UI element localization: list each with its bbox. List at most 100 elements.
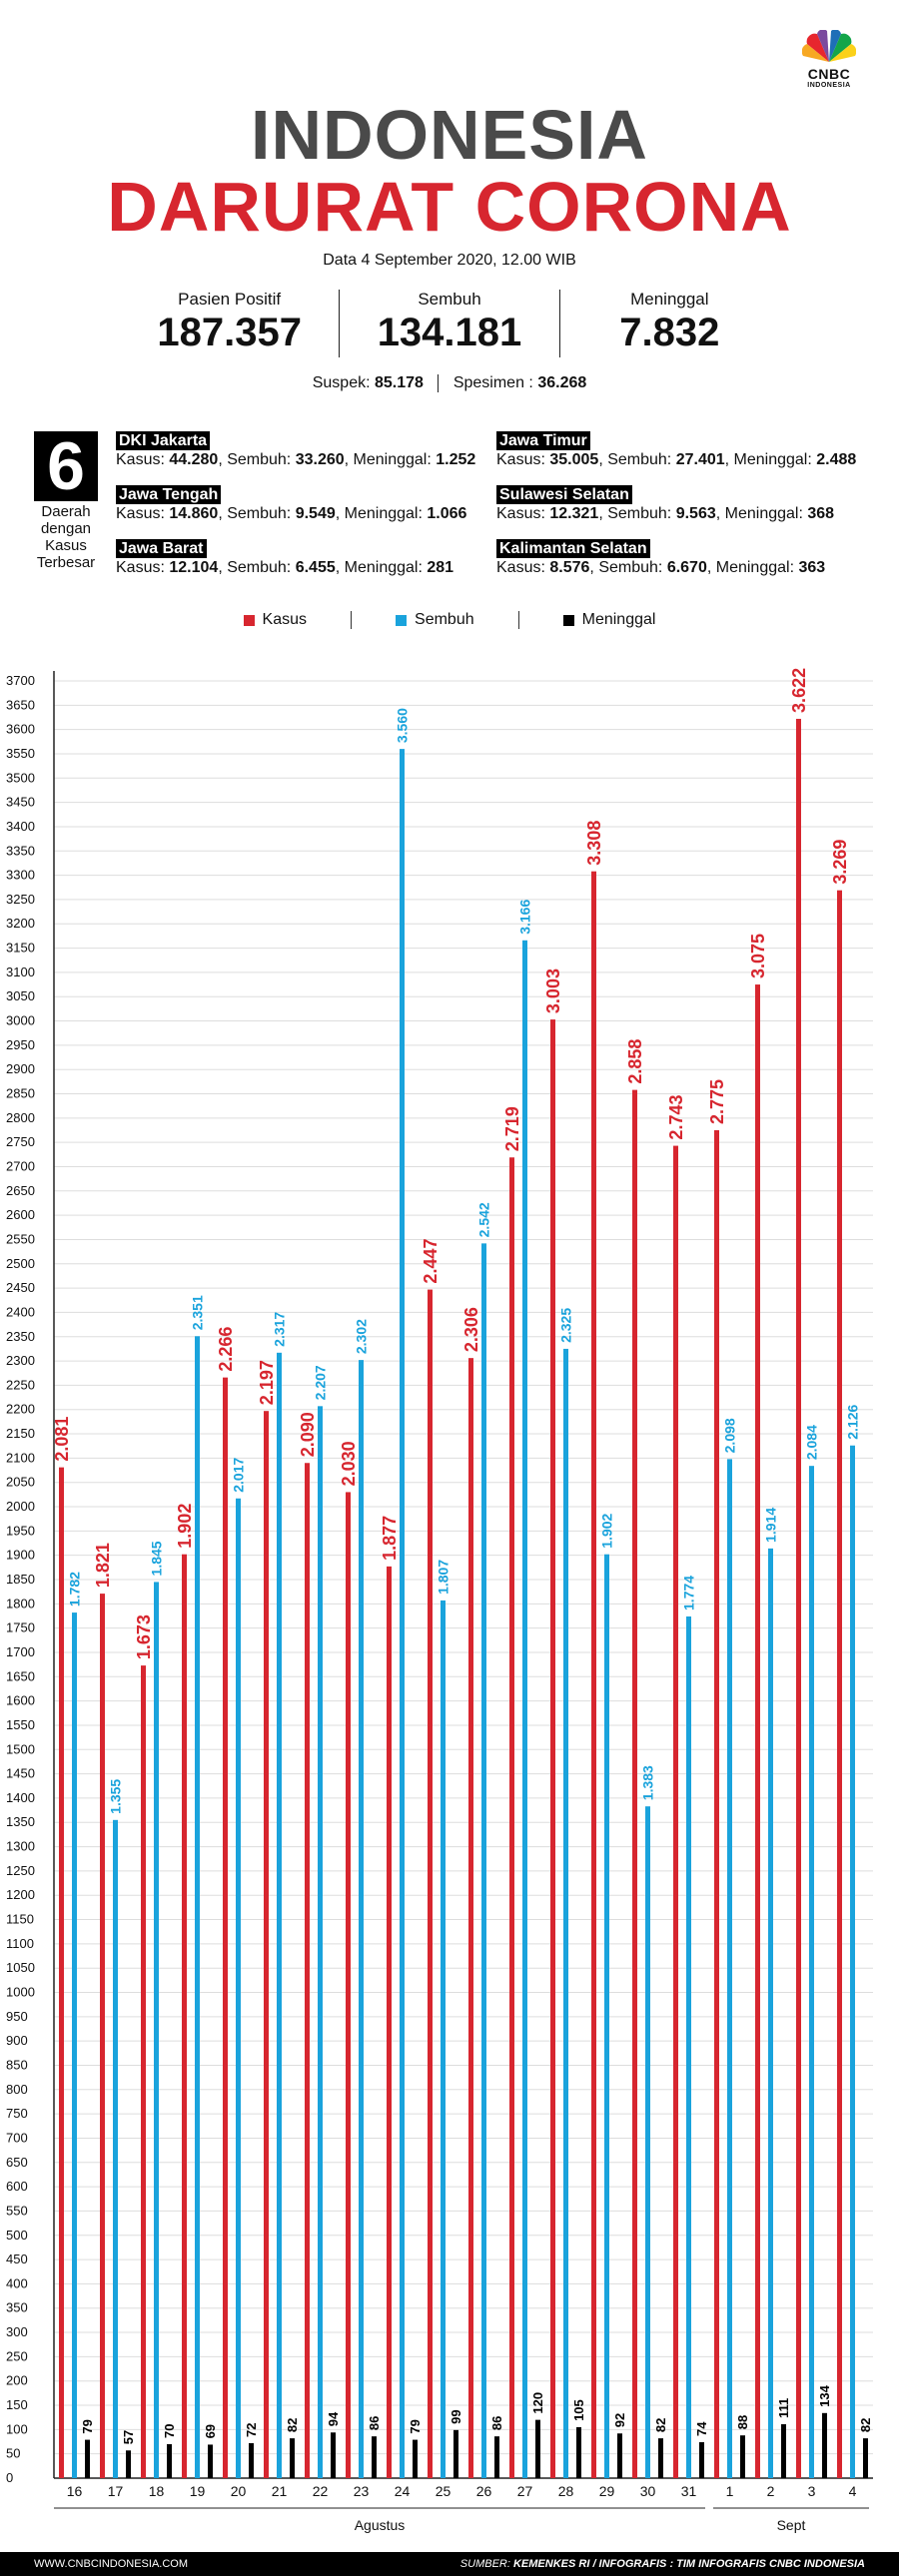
data-label-kasus: 2.743 (666, 1095, 686, 1140)
y-tick-label: 2500 (6, 1256, 35, 1271)
bar-sembuh (277, 1352, 282, 2478)
data-label-kasus: 2.447 (421, 1239, 441, 1284)
x-tick-label: 3 (808, 2483, 816, 2499)
bar-sembuh (768, 1548, 773, 2478)
data-label-sembuh: 1.845 (148, 1541, 164, 1576)
bar-meninggal (85, 2439, 90, 2478)
extra-stats: Suspek: 85.178 Spesimen : 36.268 (0, 374, 899, 392)
data-label-sembuh: 2.017 (230, 1458, 246, 1493)
data-label-kasus: 2.775 (707, 1079, 727, 1124)
y-tick-label: 50 (6, 2446, 20, 2461)
x-tick-label: 17 (108, 2483, 124, 2499)
y-tick-label: 150 (6, 2397, 28, 2412)
bar-meninggal (658, 2438, 663, 2478)
bar-kasus (100, 1594, 105, 2478)
regions-count: 6 (34, 431, 98, 501)
data-label-meninggal: 69 (203, 2424, 218, 2438)
regions-caption: Daerah dengan Kasus Terbesar (26, 503, 106, 571)
data-label-meninggal: 82 (653, 2418, 668, 2432)
data-label-kasus: 2.266 (216, 1327, 236, 1372)
stats-row: Pasien Positif 187.357 Sembuh 134.181 Me… (120, 290, 779, 357)
data-label-meninggal: 70 (162, 2423, 177, 2437)
x-tick-label: 21 (272, 2483, 288, 2499)
data-label-kasus: 2.858 (625, 1039, 645, 1084)
legend-swatch (243, 614, 255, 626)
y-tick-label: 1400 (6, 1790, 35, 1805)
y-tick-label: 950 (6, 2009, 28, 2024)
data-label-meninggal: 120 (530, 2392, 545, 2414)
x-tick-label: 29 (599, 2483, 615, 2499)
x-tick-label: 26 (476, 2483, 492, 2499)
y-tick-label: 2950 (6, 1037, 35, 1052)
y-tick-label: 3000 (6, 1013, 35, 1028)
bar-sembuh (522, 940, 527, 2478)
spesimen-label: Spesimen : (452, 374, 533, 392)
stat-label: Meninggal (630, 290, 709, 309)
data-label-meninggal: 74 (694, 2421, 709, 2436)
footer-source: SUMBER: KEMENKES RI / INFOGRAFIS : TIM I… (459, 2558, 865, 2570)
legend-swatch (396, 614, 408, 626)
stat-positif: Pasien Positif 187.357 (120, 290, 339, 357)
y-tick-label: 3500 (6, 770, 35, 785)
legend-item-kasus: Kasus (243, 611, 307, 629)
caption-line: Terbesar (36, 554, 96, 571)
region-name: Sulawesi Selatan (496, 485, 632, 504)
y-tick-label: 1800 (6, 1596, 35, 1610)
data-label-sembuh: 2.542 (475, 1202, 491, 1237)
bar-sembuh (481, 1243, 486, 2478)
group-label: Sept (777, 2517, 806, 2533)
brand-sub: INDONESIA (807, 82, 851, 89)
bar-kasus (550, 1019, 555, 2478)
data-label-sembuh: 3.560 (394, 708, 410, 743)
data-label-kasus: 2.090 (298, 1412, 318, 1457)
title-line1: INDONESIA (251, 96, 648, 174)
region-kalimantan-selatan: Kalimantan Selatan Kasus: 8.576, Sembuh:… (496, 539, 826, 576)
y-tick-label: 350 (6, 2300, 28, 2315)
bar-meninggal (413, 2439, 418, 2478)
data-label-kasus: 3.075 (748, 934, 768, 978)
data-label-kasus: 1.821 (93, 1543, 113, 1588)
caption-line: Kasus (45, 537, 87, 554)
bar-meninggal (208, 2444, 213, 2478)
y-tick-label: 2650 (6, 1183, 35, 1198)
y-tick-label: 3250 (6, 892, 35, 907)
suspek-value: 85.178 (374, 374, 424, 392)
bar-sembuh (113, 1819, 118, 2478)
data-label-kasus: 3.003 (543, 968, 563, 1013)
bar-kasus (591, 871, 596, 2479)
x-tick-label: 19 (190, 2483, 206, 2499)
bar-kasus (837, 890, 842, 2478)
y-tick-label: 3400 (6, 819, 35, 834)
stat-sembuh: Sembuh 134.181 (339, 290, 558, 357)
y-tick-label: 750 (6, 2106, 28, 2121)
y-tick-label: 2800 (6, 1110, 35, 1125)
bar-kasus (509, 1157, 514, 2478)
y-tick-label: 3600 (6, 722, 35, 737)
x-tick-label: 18 (149, 2483, 165, 2499)
bar-sembuh (400, 749, 405, 2478)
x-tick-label: 23 (354, 2483, 370, 2499)
data-label-sembuh: 2.098 (721, 1418, 737, 1453)
bar-meninggal (249, 2442, 254, 2478)
caption-line: Daerah (41, 503, 91, 520)
bar-kasus (632, 1089, 637, 2478)
y-tick-label: 1050 (6, 1960, 35, 1975)
stat-value: 187.357 (157, 311, 302, 354)
data-label-sembuh: 2.317 (271, 1312, 287, 1347)
bar-meninggal (699, 2442, 704, 2478)
data-label-kasus: 2.306 (461, 1307, 481, 1352)
data-label-sembuh: 1.774 (680, 1576, 696, 1610)
bar-chart: 0 50 100 150 200 250 300 350 400 450 500 550 600 650 7… (6, 668, 873, 2533)
y-tick-label: 1850 (6, 1572, 35, 1587)
caption-line: dengan (40, 520, 92, 537)
data-label-sembuh: 1.807 (435, 1560, 450, 1595)
y-tick-label: 100 (6, 2421, 28, 2436)
data-label-kasus: 3.622 (789, 668, 809, 713)
data-label-sembuh: 1.914 (762, 1508, 778, 1543)
y-tick-label: 2450 (6, 1280, 35, 1295)
divider (517, 611, 519, 629)
x-tick-label: 1 (726, 2483, 734, 2499)
cnbc-logo: CNBC INDONESIA (789, 30, 869, 89)
data-label-kasus: 1.673 (134, 1614, 154, 1659)
x-tick-label: 28 (558, 2483, 574, 2499)
